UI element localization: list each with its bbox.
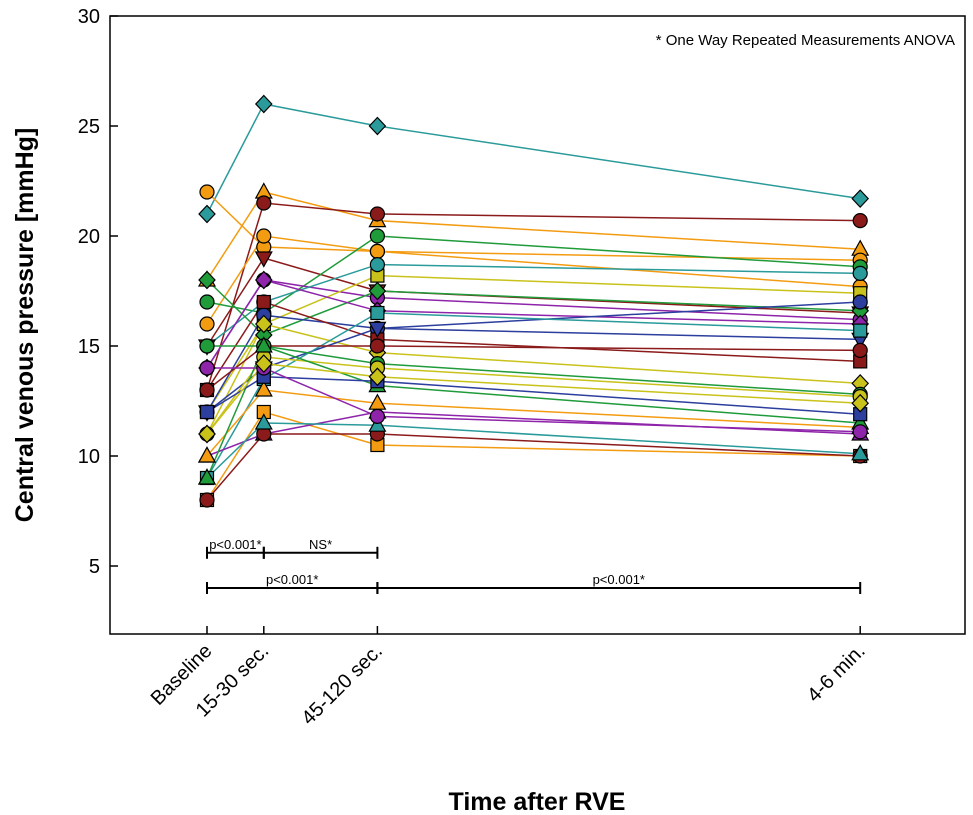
data-point <box>369 228 385 244</box>
y-tick-label: 25 <box>78 116 100 138</box>
data-point <box>369 206 385 222</box>
series-line <box>206 301 861 413</box>
data-point <box>368 321 387 339</box>
series-line <box>206 327 861 413</box>
series-line <box>206 191 861 288</box>
y-tick-label: 15 <box>78 336 100 358</box>
data-point <box>852 342 868 358</box>
data-point <box>199 492 215 508</box>
series-line <box>206 356 861 435</box>
significance-brackets: p<0.001* NS* p<0.001* p<0.001* <box>206 537 862 594</box>
data-point <box>254 354 273 373</box>
data-point <box>852 265 868 281</box>
data-point <box>199 360 215 376</box>
significance-label: p<0.001* <box>209 537 261 552</box>
series-line <box>206 235 861 325</box>
series-line <box>206 433 861 501</box>
data-point <box>199 382 215 398</box>
data-point <box>198 204 216 224</box>
series-line <box>206 422 861 479</box>
series-line <box>206 103 861 215</box>
y-tick-label: 30 <box>78 6 100 28</box>
data-point <box>256 228 272 244</box>
significance-label: p<0.001* <box>266 572 318 587</box>
x-axis-title: Time after RVE <box>449 788 626 815</box>
y-tick-label: 20 <box>78 226 100 248</box>
data-point <box>254 336 273 353</box>
data-point <box>368 116 387 136</box>
data-point <box>254 94 273 114</box>
series-line <box>206 279 861 369</box>
data-point <box>256 294 271 310</box>
data-point <box>852 424 868 440</box>
data-point <box>851 189 870 208</box>
series-line <box>206 345 861 479</box>
series-line <box>206 279 861 336</box>
plot-frame <box>109 15 966 635</box>
significance-label: p<0.001* <box>593 572 645 587</box>
data-point <box>254 314 273 334</box>
series-group <box>197 94 870 508</box>
data-point <box>254 380 273 397</box>
data-point <box>370 305 385 321</box>
data-point <box>369 257 385 273</box>
data-point <box>198 424 216 444</box>
data-point <box>256 195 272 211</box>
series-line <box>206 362 861 435</box>
data-point <box>197 446 217 463</box>
data-point <box>853 323 868 338</box>
series-line <box>206 235 861 314</box>
data-point <box>199 294 215 310</box>
y-axis-title: Central venous pressure [mmHg] <box>11 128 39 523</box>
data-point <box>199 184 215 200</box>
data-point <box>851 444 870 461</box>
series-line <box>206 376 861 415</box>
y-tick-label: 5 <box>89 556 100 578</box>
anova-note: * One Way Repeated Measurements ANOVA <box>656 32 955 49</box>
data-point <box>369 408 385 424</box>
series-line <box>206 202 861 391</box>
data-point <box>198 270 216 290</box>
y-tick-label: 10 <box>78 446 100 468</box>
data-point <box>369 243 385 259</box>
series-line <box>207 345 861 396</box>
data-point <box>197 468 217 485</box>
series-line <box>206 411 861 501</box>
data-point <box>851 393 870 413</box>
series-line <box>206 389 861 457</box>
y-axis: 5 10 15 20 25 30 <box>78 6 118 578</box>
data-point <box>368 281 387 301</box>
data-point <box>369 338 385 354</box>
x-tick-label: 45-120 sec. <box>297 640 386 729</box>
data-point <box>254 251 273 268</box>
data-point <box>199 338 215 354</box>
data-point <box>254 270 273 290</box>
series-line <box>207 367 861 433</box>
significance-label: NS* <box>309 537 332 552</box>
data-point <box>368 367 387 387</box>
x-tick-label: 4-6 min. <box>803 640 870 707</box>
series-line <box>206 411 861 457</box>
series-line <box>206 191 861 281</box>
series-line <box>206 323 861 435</box>
data-point <box>852 213 868 229</box>
data-point <box>254 413 273 430</box>
data-point <box>199 316 215 332</box>
data-point <box>199 404 215 420</box>
data-point <box>852 294 868 310</box>
